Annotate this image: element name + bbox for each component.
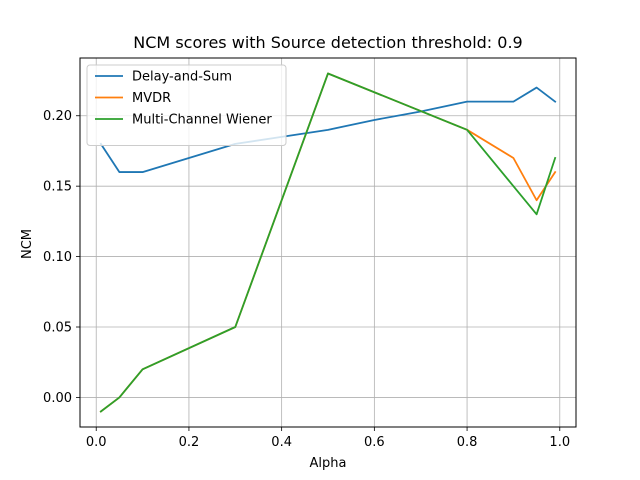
x-tick-label: 0.6 xyxy=(364,435,385,450)
x-axis-label: Alpha xyxy=(310,456,347,471)
chart-title: NCM scores with Source detection thresho… xyxy=(133,33,522,52)
series-line-multi-channel-wiener xyxy=(99,72,557,413)
legend-box xyxy=(86,64,287,146)
x-tick-label: 0.4 xyxy=(271,435,292,450)
legend-label-delay-and-sum: Delay-and-Sum xyxy=(132,70,232,85)
legend: Delay-and-Sum MVDR Multi-Channel Wiener xyxy=(86,64,287,146)
x-tick-label: 0.2 xyxy=(179,435,200,450)
x-tick-label: 1.0 xyxy=(549,435,570,450)
y-tick-label: 0.20 xyxy=(43,109,72,124)
x-tick-label: 0.0 xyxy=(86,435,107,450)
legend-label-multi-channel-wiener: Multi-Channel Wiener xyxy=(132,113,272,128)
axis-ticks: 0.0 0.2 0.4 0.6 0.8 1.0 0.00 0.05 0.10 0.15 0.20 xyxy=(43,109,570,450)
y-tick-label: 0.05 xyxy=(43,321,72,336)
y-axis-label: NCM xyxy=(20,229,35,259)
y-tick-label: 0.15 xyxy=(43,180,72,195)
y-tick-label: 0.10 xyxy=(43,250,72,265)
y-tick-label: 0.00 xyxy=(43,391,72,406)
x-tick-label: 0.8 xyxy=(457,435,478,450)
series-lines xyxy=(99,72,557,413)
plot-frame xyxy=(79,57,577,428)
legend-label-mvdr: MVDR xyxy=(132,91,171,106)
series-line-delay-and-sum xyxy=(99,86,557,173)
